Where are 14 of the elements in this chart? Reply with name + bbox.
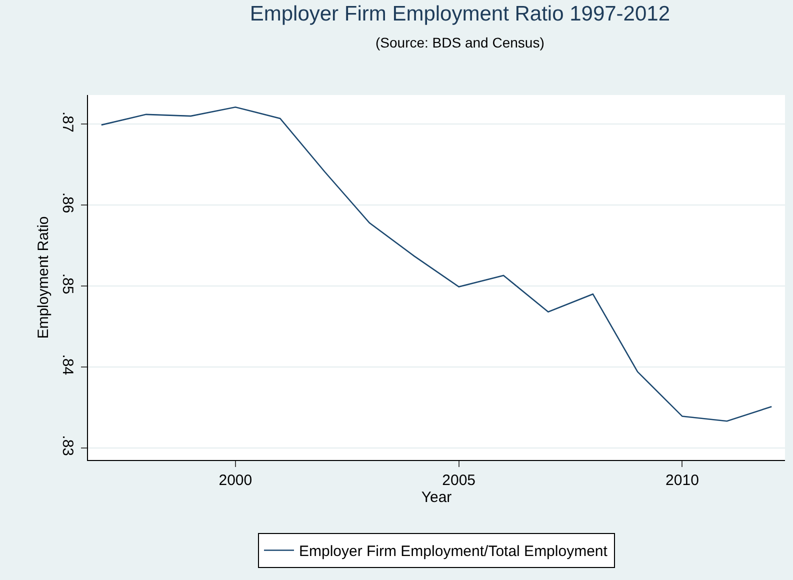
legend-label: Employer Firm Employment/Total Employment: [299, 543, 608, 560]
x-tick-label: 2005: [442, 472, 476, 489]
y-tick-label: .87: [59, 111, 76, 132]
y-tick-label: .84: [59, 354, 76, 376]
y-tick-label: .83: [59, 435, 76, 456]
chart-title: Employer Firm Employment Ratio 1997-2012: [250, 2, 670, 26]
x-tick-label: 2000: [218, 472, 252, 489]
y-axis-title: Employment Ratio: [35, 216, 52, 339]
x-tick-label: 2010: [666, 472, 699, 489]
chart-subtitle: (Source: BDS and Census): [376, 34, 544, 51]
y-tick-label: .85: [59, 273, 76, 294]
y-tick-label: .86: [59, 192, 76, 214]
line-series: [100, 106, 772, 422]
x-axis-title: Year: [421, 489, 452, 506]
